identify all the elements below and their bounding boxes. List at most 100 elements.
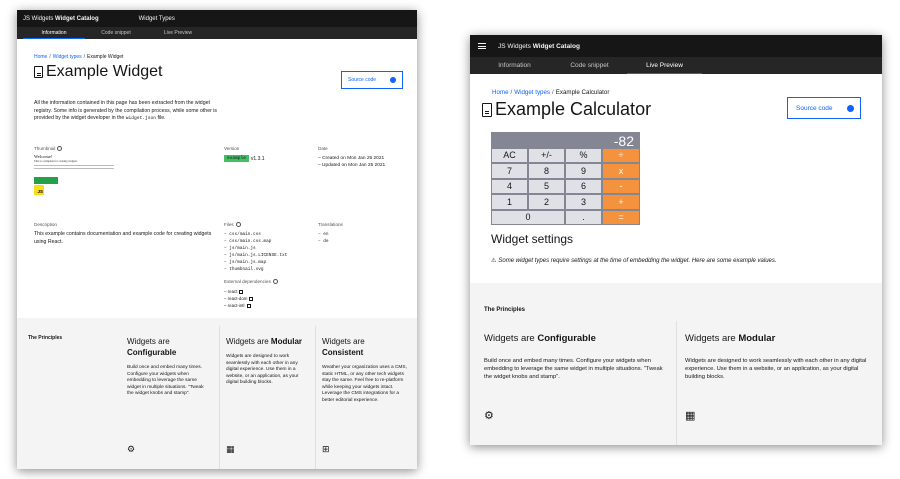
- info-icon[interactable]: [272, 279, 278, 285]
- dependency-link[interactable]: – react: [224, 288, 253, 295]
- breadcrumb: Home / Widget types / Example Calculator: [492, 89, 610, 96]
- description-label: Description: [34, 222, 57, 227]
- tab-bar: Information Code snippet Live Preview: [470, 57, 882, 74]
- file-item: – js/main.js: [224, 246, 256, 251]
- translations-list: – en – de: [318, 231, 329, 245]
- calc-key-subtract[interactable]: -: [602, 178, 640, 194]
- top-navigation-bar: JS Widgets Widget Catalog: [470, 35, 882, 57]
- calc-key-multiply[interactable]: x: [602, 163, 640, 179]
- tab-live-preview[interactable]: Live Preview: [163, 30, 193, 36]
- date-label: Date: [318, 146, 328, 151]
- calc-key-8[interactable]: 8: [528, 163, 565, 179]
- calc-key-add[interactable]: +: [602, 194, 640, 210]
- calc-key-3[interactable]: 3: [565, 194, 602, 210]
- breadcrumb-current: Example Widget: [87, 54, 124, 60]
- principles-title: The Principles: [484, 307, 526, 313]
- version-badge: example: [224, 155, 249, 162]
- principle-modular: Widgets are Modular Widgets are designed…: [219, 326, 315, 469]
- document-icon: [482, 102, 492, 117]
- nav-link-widget-types[interactable]: Widget Types: [138, 15, 175, 22]
- calc-key-5[interactable]: 5: [528, 178, 565, 194]
- breadcrumb-home[interactable]: Home: [492, 89, 509, 96]
- external-link-icon: [249, 296, 254, 301]
- blocks-icon: ▦: [685, 410, 696, 422]
- breadcrumb-widget-types[interactable]: Widget types: [514, 89, 551, 96]
- widget-settings-title: Widget settings: [491, 232, 574, 246]
- blocks-icon: ▦: [226, 444, 235, 454]
- translations-label: Translations: [318, 222, 343, 227]
- thumbnail-label: Thumbnail: [34, 146, 63, 152]
- calc-key-2[interactable]: 2: [528, 194, 565, 210]
- sliders-icon: ⚙: [484, 410, 494, 422]
- github-icon: [847, 104, 854, 112]
- thumbnail-text-line: [34, 168, 114, 169]
- breadcrumb-home[interactable]: Home: [34, 54, 48, 60]
- dependencies-label: External dependencies: [224, 279, 278, 285]
- tab-live-preview[interactable]: Live Preview: [627, 57, 702, 74]
- thumbnail-button: [34, 177, 58, 184]
- info-icon[interactable]: [57, 146, 63, 152]
- thumbnail-text-line: [34, 165, 114, 166]
- source-code-button[interactable]: Source code: [341, 71, 403, 89]
- widget-settings-note: ⚠ Some widget types require settings at t…: [491, 258, 777, 264]
- principle-consistent: Widgets are Consistent Weather your orga…: [315, 326, 411, 469]
- calc-key-0[interactable]: 0: [491, 209, 565, 225]
- translation-item: – de: [318, 239, 329, 244]
- dates-list: – Created on Mon Jan 25 2021 – Updated o…: [318, 156, 386, 168]
- translation-item: – en: [318, 232, 329, 237]
- info-icon[interactable]: [235, 222, 241, 228]
- breadcrumb-widget-types[interactable]: Widget types: [52, 54, 82, 60]
- file-item: – thumbnail.svg: [224, 267, 264, 272]
- files-list: – css/main.css – css/main.css.map – js/m…: [224, 231, 287, 273]
- file-item: – css/main.css.map: [224, 239, 272, 244]
- dependencies-list: – react – react-dom – react-intl: [224, 288, 254, 309]
- calc-key-decimal[interactable]: .: [565, 209, 602, 225]
- version-value: example v1.3.1: [224, 155, 265, 162]
- hierarchy-icon: ⊞: [322, 444, 330, 454]
- calc-key-divide[interactable]: ÷: [602, 147, 640, 163]
- calc-key-1[interactable]: 1: [491, 194, 528, 210]
- intro-text: All the information contained in this pa…: [34, 100, 217, 121]
- calc-key-sign[interactable]: +/-: [528, 147, 565, 163]
- brand[interactable]: JS Widgets Widget Catalog: [23, 15, 99, 22]
- tab-code-snippet[interactable]: Code snippet: [570, 62, 609, 69]
- calc-key-ac[interactable]: AC: [491, 147, 528, 163]
- warning-icon: ⚠: [491, 258, 497, 264]
- file-item: – js/main.js.LICENSE.txt: [224, 253, 288, 258]
- principle-modular: Widgets are Modular Widgets are designed…: [676, 321, 882, 445]
- document-icon: [34, 66, 43, 78]
- source-code-button[interactable]: Source code: [787, 97, 861, 119]
- principles-section: The Principles Widgets are Configurable …: [17, 318, 417, 469]
- calc-key-percent[interactable]: %: [565, 147, 602, 163]
- breadcrumb-current: Example Calculator: [555, 89, 610, 96]
- tab-information[interactable]: Information: [23, 27, 85, 39]
- menu-icon[interactable]: [478, 43, 486, 49]
- version-label: Version: [224, 146, 240, 151]
- external-link-icon: [239, 289, 244, 294]
- tab-code-snippet[interactable]: Code snippet: [101, 30, 131, 36]
- top-navigation-bar: JS Widgets Widget Catalog Widget Types: [17, 10, 417, 27]
- files-label: Files: [224, 222, 241, 228]
- calc-key-4[interactable]: 4: [491, 178, 528, 194]
- file-item: – js/main.js.map: [224, 260, 267, 265]
- calc-key-9[interactable]: 9: [565, 163, 602, 179]
- external-link-icon: [246, 303, 251, 308]
- file-item: – css/main.css: [224, 232, 261, 237]
- brand[interactable]: JS Widgets Widget Catalog: [498, 42, 580, 50]
- tab-bar: Information Code snippet Live Preview: [17, 27, 417, 39]
- js-logo: JS: [34, 185, 44, 195]
- page-title: Example Calculator: [482, 99, 651, 120]
- dependency-link[interactable]: – react-dom: [224, 295, 254, 302]
- dependency-link[interactable]: – react-intl: [224, 302, 253, 309]
- calc-key-6[interactable]: 6: [565, 178, 602, 194]
- calculator-widget: -82 AC +/- % ÷ 7 8 9 x 4 5 6 - 1 2 3 + 0…: [491, 132, 640, 225]
- calc-key-7[interactable]: 7: [491, 163, 528, 179]
- principle-configurable: Widgets are Configurable Build once and …: [484, 333, 663, 422]
- calc-key-equals[interactable]: =: [602, 209, 640, 225]
- tab-information[interactable]: Information: [498, 62, 531, 69]
- principles-title: The Principles: [28, 335, 63, 341]
- sliders-icon: ⚙: [127, 444, 136, 454]
- widget-info-window: JS Widgets Widget Catalog Widget Types I…: [17, 10, 417, 469]
- live-preview-window: JS Widgets Widget Catalog Information Co…: [470, 35, 882, 445]
